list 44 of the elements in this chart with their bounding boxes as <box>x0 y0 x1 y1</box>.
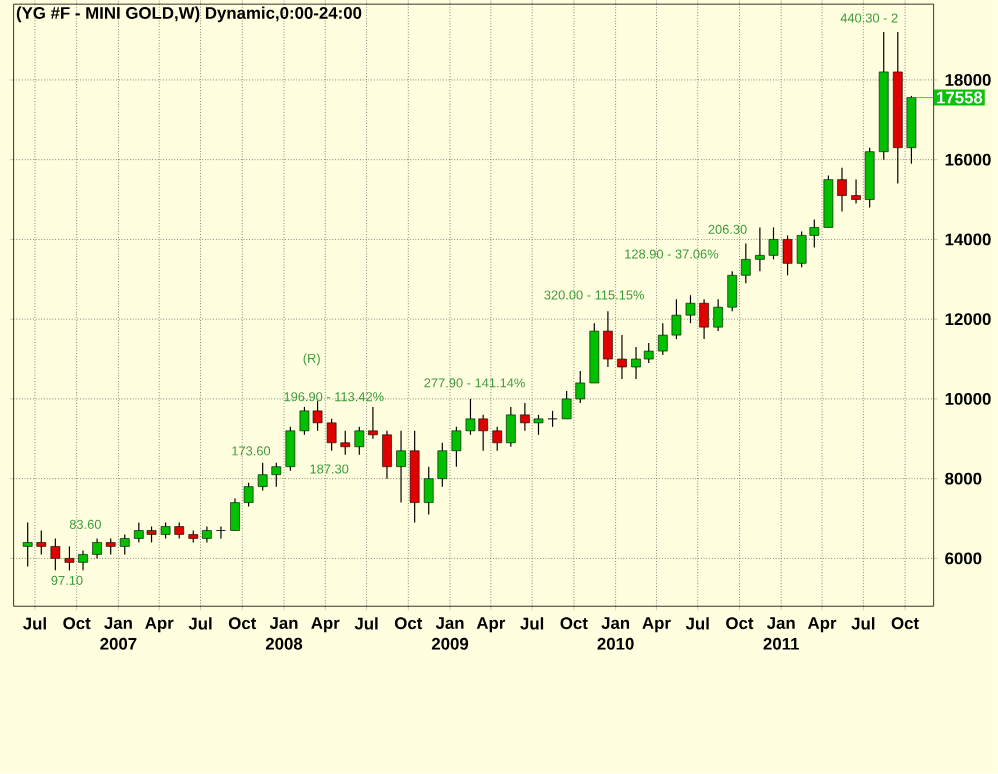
y-tick-label: 10000 <box>945 393 991 405</box>
x-tick-label: Apr <box>642 617 671 633</box>
candlestick <box>713 298 723 332</box>
candlestick <box>727 270 738 312</box>
x-tick-label: Jul <box>685 617 709 630</box>
x-tick-label: Jan 2009 <box>431 617 469 650</box>
x-tick-label: Oct <box>560 617 588 630</box>
candlestick <box>119 534 130 556</box>
x-tick-label: Apr <box>476 617 506 633</box>
candlestick <box>382 430 392 480</box>
candlestick <box>368 406 378 440</box>
x-tick-label: Apr <box>807 617 837 633</box>
y-tick-label: 8000 <box>945 472 982 485</box>
candlestick <box>617 334 627 380</box>
x-tick-label: Jul <box>520 617 544 630</box>
y-tick-label: 6000 <box>945 552 982 565</box>
x-tick-label: Jul <box>23 617 46 630</box>
y-tick-label: 18000 <box>945 74 991 86</box>
x-tick-label: Oct <box>228 617 257 630</box>
candlestick <box>216 526 226 540</box>
annotation: 17558 <box>937 91 983 104</box>
candlestick <box>354 426 365 456</box>
candlestick <box>740 242 751 284</box>
candlestick <box>492 426 503 452</box>
x-tick-label: Jan 2010 <box>597 617 634 650</box>
candlestick <box>603 310 613 368</box>
chart-title: (YG #F - MINI GOLD,W) Dynamic,0:00-24:00 <box>16 6 362 23</box>
x-tick-label: Jan 2011 <box>763 617 799 650</box>
x-tick-label: Oct <box>726 617 754 630</box>
x-tick-label: Jul <box>851 617 875 630</box>
x-tick-label: Jan 2008 <box>265 617 303 650</box>
candlestick <box>505 406 516 448</box>
x-tick-label: Oct <box>63 617 91 630</box>
x-tick-label: Jul <box>354 617 378 630</box>
y-tick-label: 14000 <box>945 233 991 246</box>
y-tick-label: 16000 <box>945 153 991 166</box>
x-tick-label: Apr <box>145 617 174 633</box>
x-tick-label: Oct <box>394 617 423 630</box>
x-tick-label: Jan 2007 <box>100 617 137 650</box>
x-tick-label: Oct <box>891 617 919 630</box>
y-tick-label: 12000 <box>945 313 991 326</box>
x-tick-label: Apr <box>311 617 340 633</box>
candlestick <box>92 537 102 560</box>
x-tick-label: Jul <box>188 617 212 630</box>
